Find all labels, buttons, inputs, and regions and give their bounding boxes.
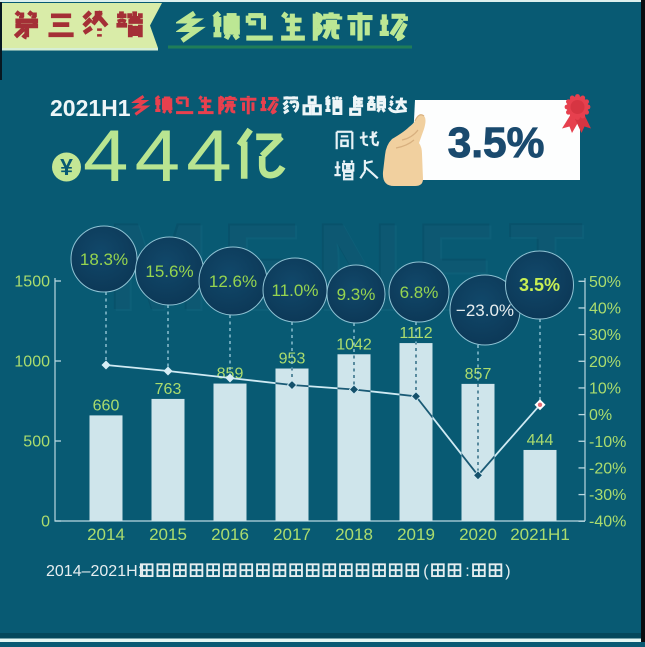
svg-text:(: ( <box>423 563 429 580</box>
svg-text:): ) <box>505 563 510 580</box>
svg-text:−23.0%: −23.0% <box>456 301 514 320</box>
svg-text::: : <box>465 563 469 580</box>
svg-text:-10%: -10% <box>589 434 626 451</box>
svg-text:2019: 2019 <box>397 525 435 544</box>
svg-text:444: 444 <box>527 432 554 449</box>
svg-text:444: 444 <box>83 116 238 197</box>
svg-text:12.6%: 12.6% <box>209 272 257 291</box>
svg-text:20%: 20% <box>589 354 621 371</box>
svg-text:953: 953 <box>279 351 306 368</box>
svg-text:2021H1: 2021H1 <box>50 95 131 121</box>
svg-text:2018: 2018 <box>335 525 373 544</box>
svg-text:1500: 1500 <box>14 274 50 291</box>
svg-text:10%: 10% <box>589 380 621 397</box>
svg-text:¥: ¥ <box>60 154 73 180</box>
svg-text:11.0%: 11.0% <box>272 281 319 300</box>
svg-text:2020: 2020 <box>459 525 497 544</box>
svg-text:2021H1: 2021H1 <box>510 525 570 544</box>
svg-text:1000: 1000 <box>14 354 50 371</box>
svg-text:660: 660 <box>93 397 120 414</box>
svg-text:1112: 1112 <box>399 325 432 342</box>
svg-text:-20%: -20% <box>589 460 626 477</box>
svg-text:857: 857 <box>465 366 492 383</box>
svg-text:40%: 40% <box>589 300 621 317</box>
svg-text:0%: 0% <box>589 407 612 424</box>
svg-text:2014: 2014 <box>87 525 125 544</box>
svg-text:30%: 30% <box>589 327 621 344</box>
svg-text:-40%: -40% <box>589 514 626 531</box>
svg-text:2016: 2016 <box>211 525 249 544</box>
svg-text:9.3%: 9.3% <box>337 285 376 304</box>
svg-text:500: 500 <box>23 434 50 451</box>
svg-text:6.8%: 6.8% <box>400 283 439 302</box>
svg-text:2015: 2015 <box>149 525 187 544</box>
svg-text:3.5%: 3.5% <box>448 120 545 167</box>
svg-text:0: 0 <box>41 514 50 531</box>
svg-text:-30%: -30% <box>589 487 626 504</box>
svg-text:2017: 2017 <box>273 525 311 544</box>
svg-text:2014–2021H1: 2014–2021H1 <box>46 563 147 580</box>
svg-text:15.6%: 15.6% <box>145 262 193 281</box>
svg-text:18.3%: 18.3% <box>80 250 128 269</box>
svg-text:763: 763 <box>155 381 182 398</box>
svg-text:3.5%: 3.5% <box>519 275 560 295</box>
svg-text:50%: 50% <box>589 274 621 291</box>
